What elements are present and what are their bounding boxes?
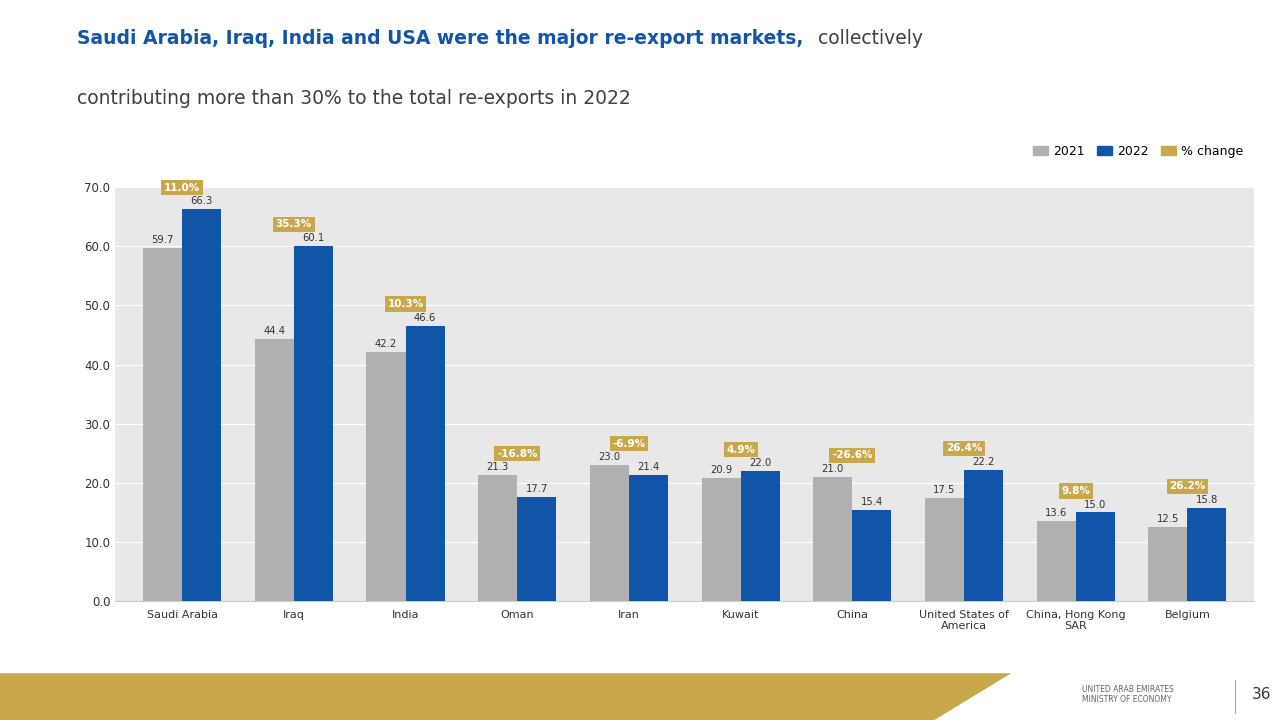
Text: -26.6%: -26.6% [832,451,873,461]
Text: collectively: collectively [812,29,923,48]
Bar [517,497,557,601]
Text: contributing more than 30% to the total re-exports in 2022: contributing more than 30% to the total … [77,89,631,108]
Text: 22.0: 22.0 [749,458,772,468]
Text: 17.7: 17.7 [526,484,548,494]
Text: 13.6: 13.6 [1044,508,1068,518]
Text: 60.1: 60.1 [302,233,325,243]
Text: 21.3: 21.3 [486,462,509,472]
Text: 26.4%: 26.4% [946,444,982,454]
Bar [701,477,741,601]
Text: 9.8%: 9.8% [1061,486,1091,496]
Text: 42.2: 42.2 [375,338,397,348]
Text: 35.3%: 35.3% [275,219,312,229]
Bar [1188,508,1226,601]
Text: 4.9%: 4.9% [726,444,755,454]
Bar [1037,521,1075,601]
Text: 12.5: 12.5 [1157,514,1179,524]
Bar [741,471,780,601]
Text: 26.2%: 26.2% [1169,481,1206,491]
Bar [628,474,668,601]
Text: 11.0%: 11.0% [164,183,201,192]
Bar [964,470,1004,601]
Bar [1075,513,1115,601]
Bar [294,246,333,601]
Text: -6.9%: -6.9% [612,438,645,449]
Text: 36: 36 [1252,687,1271,702]
Text: 15.4: 15.4 [860,498,883,507]
Bar [813,477,852,601]
Text: Saudi Arabia, Iraq, India and USA were the major re-export markets,: Saudi Arabia, Iraq, India and USA were t… [77,29,803,48]
Bar [925,498,964,601]
Text: 21.4: 21.4 [637,462,659,472]
Bar [143,248,182,601]
Text: 59.7: 59.7 [151,235,174,245]
Bar [406,325,444,601]
Bar [852,510,891,601]
Text: 15.8: 15.8 [1196,495,1219,505]
Bar [590,465,628,601]
Text: 22.2: 22.2 [973,457,995,467]
Text: 20.9: 20.9 [710,464,732,474]
Text: UNITED ARAB EMIRATES
MINISTRY OF ECONOMY: UNITED ARAB EMIRATES MINISTRY OF ECONOMY [1082,685,1174,704]
Text: 15.0: 15.0 [1084,500,1106,510]
Text: 21.0: 21.0 [822,464,844,474]
Text: 44.4: 44.4 [264,325,285,336]
Text: 17.5: 17.5 [933,485,956,495]
Bar [255,338,294,601]
Bar [1148,527,1188,601]
Text: Re-exports of the UAE according to the most important trading partners 2022 (bil: Re-exports of the UAE according to the m… [253,151,1078,166]
Text: 66.3: 66.3 [191,196,212,206]
Text: 23.0: 23.0 [598,452,621,462]
Bar [366,351,406,601]
Polygon shape [0,673,1011,720]
Bar [479,475,517,601]
Bar [182,209,221,601]
Text: 46.6: 46.6 [413,312,436,323]
Text: 10.3%: 10.3% [388,299,424,309]
Legend: 2021, 2022, % change: 2021, 2022, % change [1028,140,1248,163]
Text: -16.8%: -16.8% [497,449,538,459]
